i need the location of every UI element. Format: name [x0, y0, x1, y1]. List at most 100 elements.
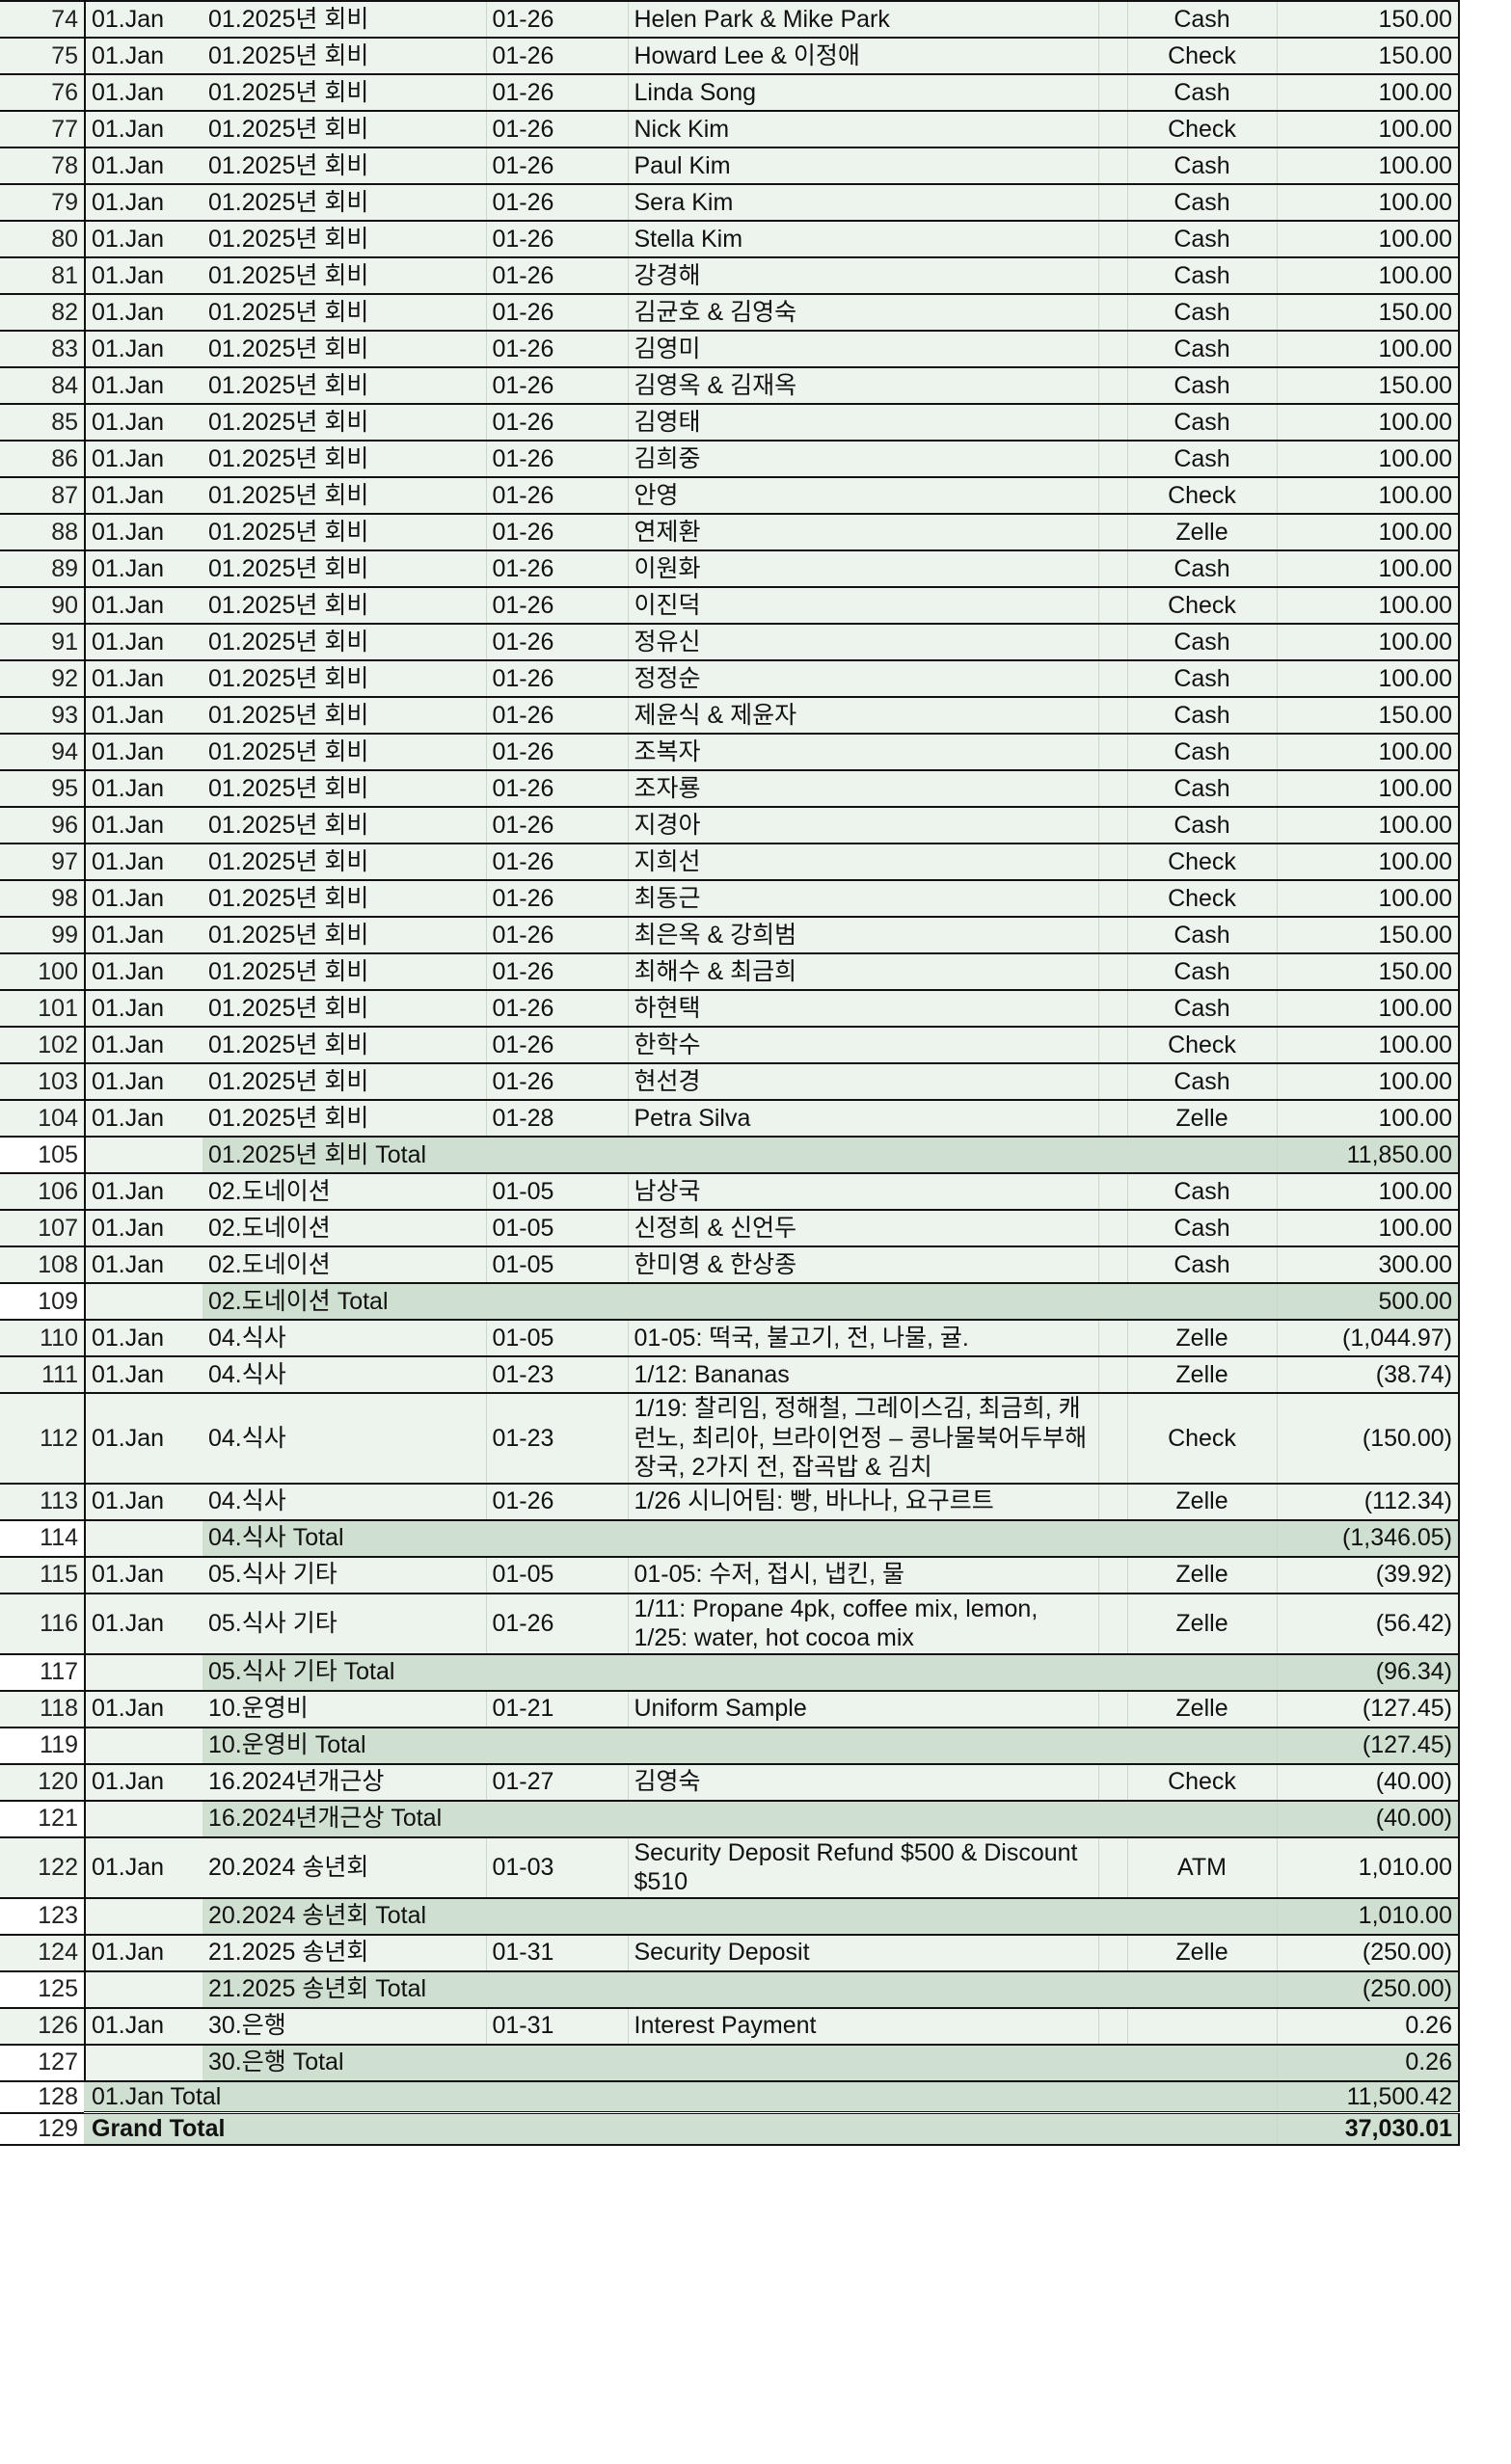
description-cell: 정유신: [627, 623, 1098, 661]
category-cell: 01.2025년 회비: [202, 1099, 486, 1138]
table-row[interactable]: 89 01.Jan 01.2025년 회비 01-26 이원화 Cash 100.00: [0, 549, 1460, 588]
description-cell: Petra Silva: [627, 1099, 1098, 1138]
row-total-label: Grand Total: [84, 2111, 1277, 2146]
table-row[interactable]: 122 01.Jan 20.2024 송년회 01-03 Security Deposi…: [0, 1835, 1460, 1899]
table-row[interactable]: 74 01.Jan 01.2025년 회비 01-26 Helen Park & Mik…: [0, 0, 1460, 39]
table-row[interactable]: 82 01.Jan 01.2025년 회비 01-26 김균호 & 김영숙 Cash 150…: [0, 293, 1460, 332]
spacer-cell: [1097, 476, 1127, 515]
row-number-gutter: 93: [0, 696, 85, 735]
spacer-cell: [1097, 1172, 1127, 1211]
table-row[interactable]: 81 01.Jan 01.2025년 회비 01-26 강경해 Cash 100.00: [0, 256, 1460, 295]
table-row[interactable]: 113 01.Jan 04.식사 01-26 1/26 시니어팀: 빵, 바나나, 요구…: [0, 1482, 1460, 1521]
table-row[interactable]: 102 01.Jan 01.2025년 회비 01-26 한학수 Check 100.00: [0, 1026, 1460, 1064]
table-row[interactable]: 86 01.Jan 01.2025년 회비 01-26 김희중 Cash 100.00: [0, 440, 1460, 478]
table-row[interactable]: 79 01.Jan 01.2025년 회비 01-26 Sera Kim Cash 100.…: [0, 183, 1460, 222]
category-cell: 01.2025년 회비: [202, 659, 486, 698]
row-number-gutter: 98: [0, 879, 85, 918]
table-row[interactable]: 90 01.Jan 01.2025년 회비 01-26 이진덕 Check 100.00: [0, 586, 1460, 625]
amount-cell: 100.00: [1276, 843, 1460, 881]
month-cell: 01.Jan: [84, 513, 202, 551]
row-number-gutter: 103: [0, 1062, 85, 1101]
table-row[interactable]: 84 01.Jan 01.2025년 회비 01-26 김영옥 & 김재옥 Cash 150…: [0, 366, 1460, 405]
payment-method-cell: Check: [1126, 37, 1277, 75]
table-row[interactable]: 85 01.Jan 01.2025년 회비 01-26 김영태 Cash 100.00: [0, 403, 1460, 442]
table-row[interactable]: 112 01.Jan 04.식사 01-23 1/19: 찰리임, 정해철, 그레이스김…: [0, 1392, 1460, 1485]
table-row[interactable]: 93 01.Jan 01.2025년 회비 01-26 제윤식 & 제윤자 Cash 150…: [0, 696, 1460, 735]
payment-method-cell: Check: [1126, 879, 1277, 918]
payment-method-cell: Cash: [1126, 403, 1277, 442]
table-row[interactable]: 107 01.Jan 02.도네이션 01-05 신정희 & 신언두 Cash 100.00: [0, 1209, 1460, 1247]
table-row[interactable]: 92 01.Jan 01.2025년 회비 01-26 정정순 Cash 100.00: [0, 659, 1460, 698]
date-cell: 01-26: [485, 183, 628, 222]
table-row[interactable]: 97 01.Jan 01.2025년 회비 01-26 지희선 Check 100.00: [0, 843, 1460, 881]
description-cell: 김영태: [627, 403, 1098, 442]
table-row[interactable]: 115 01.Jan 05.식사 기타 01-05 01-05: 수저, 접시, 냅킨,…: [0, 1555, 1460, 1594]
table-row[interactable]: 108 01.Jan 02.도네이션 01-05 한미영 & 한상종 Cash 300.00: [0, 1245, 1460, 1284]
payment-method-cell: Cash: [1126, 1245, 1277, 1284]
table-row[interactable]: 96 01.Jan 01.2025년 회비 01-26 지경아 Cash 100.00: [0, 806, 1460, 844]
spacer-cell: [1097, 256, 1127, 295]
table-row[interactable]: 117 05.식사 기타 Total (96.34): [0, 1652, 1460, 1692]
table-row[interactable]: 111 01.Jan 04.식사 01-23 1/12: Bananas Zelle (38…: [0, 1355, 1460, 1394]
table-row[interactable]: 104 01.Jan 01.2025년 회비 01-28 Petra Silva Zell…: [0, 1099, 1460, 1138]
table-row[interactable]: 83 01.Jan 01.2025년 회비 01-26 김영미 Cash 100.00: [0, 330, 1460, 368]
table-row[interactable]: 123 20.2024 송년회 Total 1,010.00: [0, 1896, 1460, 1936]
amount-cell: 150.00: [1276, 366, 1460, 405]
table-row[interactable]: 109 02.도네이션 Total 500.00: [0, 1282, 1460, 1321]
table-row[interactable]: 87 01.Jan 01.2025년 회비 01-26 안영 Check 100.00: [0, 476, 1460, 515]
date-cell: 01-28: [485, 1099, 628, 1138]
table-row[interactable]: 114 04.식사 Total (1,346.05): [0, 1518, 1460, 1558]
table-row[interactable]: 88 01.Jan 01.2025년 회비 01-26 연제환 Zelle 100.00: [0, 513, 1460, 551]
table-row[interactable]: 77 01.Jan 01.2025년 회비 01-26 Nick Kim Check 100…: [0, 110, 1460, 148]
amount-cell: 500.00: [1276, 1282, 1460, 1321]
table-row[interactable]: 105 01.2025년 회비 Total 11,850.00: [0, 1136, 1460, 1174]
table-row[interactable]: 94 01.Jan 01.2025년 회비 01-26 조복자 Cash 100.00: [0, 733, 1460, 771]
payment-method-cell: Check: [1126, 110, 1277, 148]
table-row[interactable]: 119 10.운영비 Total (127.45): [0, 1726, 1460, 1765]
table-row[interactable]: 127 30.은행 Total 0.26: [0, 2043, 1460, 2082]
spacer-cell: [1097, 1555, 1127, 1594]
description-cell: 현선경: [627, 1062, 1098, 1101]
subtotal-label: 16.2024년개근상 Total: [202, 1799, 1277, 1838]
table-row[interactable]: 125 21.2025 송년회 Total (250.00): [0, 1969, 1460, 2009]
table-row[interactable]: 80 01.Jan 01.2025년 회비 01-26 Stella Kim Cash 10…: [0, 220, 1460, 258]
table-row[interactable]: 99 01.Jan 01.2025년 회비 01-26 최은옥 & 강희범 Cash 150…: [0, 916, 1460, 954]
row-number-gutter: 108: [0, 1245, 85, 1284]
category-cell: 01.2025년 회비: [202, 403, 486, 442]
table-row[interactable]: 103 01.Jan 01.2025년 회비 01-26 현선경 Cash 100.00: [0, 1062, 1460, 1101]
table-row[interactable]: 106 01.Jan 02.도네이션 01-05 남상국 Cash 100.00: [0, 1172, 1460, 1211]
row-number-gutter: 100: [0, 952, 85, 991]
table-row[interactable]: 100 01.Jan 01.2025년 회비 01-26 최해수 & 최금희 Cash 15…: [0, 952, 1460, 991]
table-row[interactable]: 75 01.Jan 01.2025년 회비 01-26 Howard Lee & 이정애…: [0, 37, 1460, 75]
amount-cell: 150.00: [1276, 0, 1460, 39]
table-row[interactable]: 121 16.2024년개근상 Total (40.00): [0, 1799, 1460, 1838]
table-row[interactable]: 101 01.Jan 01.2025년 회비 01-26 하현택 Cash 100.00: [0, 989, 1460, 1028]
table-row[interactable]: 110 01.Jan 04.식사 01-05 01-05: 떡국, 불고기, 전, 나물…: [0, 1319, 1460, 1357]
spacer-cell: [1097, 549, 1127, 588]
month-cell: 01.Jan: [84, 183, 202, 222]
month-cell: 01.Jan: [84, 1835, 202, 1899]
row-number-gutter: 122: [0, 1835, 85, 1899]
table-row[interactable]: 95 01.Jan 01.2025년 회비 01-26 조자룡 Cash 100.00: [0, 769, 1460, 808]
payment-method-cell: Cash: [1126, 0, 1277, 39]
table-row[interactable]: 128 01.Jan Total 11,500.42: [0, 2079, 1460, 2114]
category-cell: 01.2025년 회비: [202, 73, 486, 112]
subtotal-label: 30.은행 Total: [202, 2043, 1277, 2082]
table-row[interactable]: 124 01.Jan 21.2025 송년회 01-31 Security Deposi…: [0, 1933, 1460, 1972]
table-row[interactable]: 129 Grand Total 37,030.01: [0, 2111, 1460, 2146]
month-cell: [84, 1518, 202, 1558]
table-row[interactable]: 78 01.Jan 01.2025년 회비 01-26 Paul Kim Cash 100.…: [0, 147, 1460, 185]
table-row[interactable]: 126 01.Jan 30.은행 01-31 Interest Payment 0.26: [0, 2006, 1460, 2046]
table-row[interactable]: 116 01.Jan 05.식사 기타 01-26 1/11: Propane 4pk,…: [0, 1592, 1460, 1655]
table-row[interactable]: 91 01.Jan 01.2025년 회비 01-26 정유신 Cash 100.00: [0, 623, 1460, 661]
table-row[interactable]: 120 01.Jan 16.2024년개근상 01-27 김영숙 Check (40.00): [0, 1762, 1460, 1802]
table-row[interactable]: 98 01.Jan 01.2025년 회비 01-26 최동근 Check 100.00: [0, 879, 1460, 918]
date-cell: 01-05: [485, 1555, 628, 1594]
category-cell: 01.2025년 회비: [202, 366, 486, 405]
date-cell: 01-26: [485, 989, 628, 1028]
description-cell: 강경해: [627, 256, 1098, 295]
table-row[interactable]: 76 01.Jan 01.2025년 회비 01-26 Linda Song Cash 10…: [0, 73, 1460, 112]
description-cell: 김영옥 & 김재옥: [627, 366, 1098, 405]
category-cell: 04.식사: [202, 1392, 486, 1485]
table-row[interactable]: 118 01.Jan 10.운영비 01-21 Uniform Sample Zelle(…: [0, 1689, 1460, 1728]
